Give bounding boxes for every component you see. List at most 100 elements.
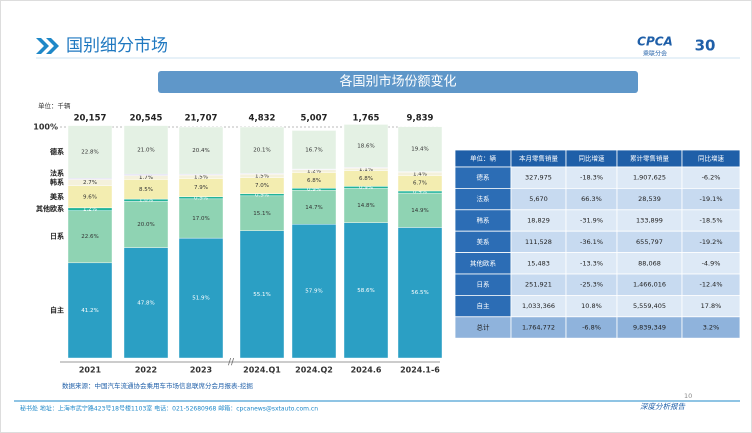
table-cell-text: 韩系: [477, 216, 491, 225]
table-cell-text: -31.9%: [580, 217, 603, 225]
table-cell-text: 总计: [477, 323, 491, 332]
table-cell-text: 1,466,016: [633, 281, 666, 289]
table-cell-text: -4.9%: [702, 259, 721, 267]
data-label: 1.7%: [139, 175, 153, 181]
bar-segment: [123, 247, 169, 359]
legend-label: 法系: [50, 169, 64, 178]
bar-segment: [123, 125, 169, 175]
chart-title-bar: [158, 71, 638, 93]
total-label: 4,832: [249, 114, 276, 124]
data-label: 9.6%: [83, 194, 97, 200]
logo-sub: 乘联分会: [643, 50, 667, 58]
table-cell-text: -12.4%: [700, 281, 723, 289]
data-label: 14.8%: [357, 203, 374, 209]
table-cell-text: 15,483: [527, 259, 550, 267]
data-label: 2.7%: [83, 180, 97, 186]
data-label: 1.0%: [139, 198, 153, 204]
data-label: 14.9%: [411, 208, 428, 214]
total-label: 21,707: [185, 114, 218, 124]
total-label: 20,157: [74, 114, 107, 124]
table-cell-text: -6.8%: [582, 324, 601, 332]
bar-segment: [178, 237, 224, 359]
data-label: 6.7%: [413, 181, 427, 187]
table-cell-text: 10.8%: [581, 302, 602, 310]
table-cell-text: -36.1%: [580, 238, 603, 246]
bar-segment: [397, 192, 443, 228]
table-cell-text: 3.2%: [703, 324, 720, 332]
total-label: 1,765: [353, 114, 380, 124]
bar-segment: [178, 126, 224, 175]
chart-title: 各国别市场份额变化: [339, 74, 456, 90]
bar-segment: [397, 227, 443, 359]
data-label: 20.1%: [253, 148, 270, 154]
table-cell-text: 自主: [477, 301, 491, 310]
data-label: 47.8%: [137, 300, 154, 306]
legend-label: 德系: [50, 147, 64, 156]
data-label: 55.1%: [253, 292, 270, 298]
table-cell-text: 美系: [477, 237, 491, 246]
x-tick-label: 2024.1-6: [400, 366, 440, 375]
table-cell-text: 88,068: [638, 259, 661, 267]
legend-label: 韩系: [50, 178, 64, 187]
data-label: 1.1%: [359, 167, 373, 173]
footer-address: 秘书处 地址：上海市武宁路423号18号楼1103室 电话：021-526809…: [20, 405, 318, 413]
bar-segment: [239, 126, 285, 174]
table-cell-text: 28,539: [638, 195, 661, 203]
source-note: 数据来源：中国汽车流通协会乘用车市场信息联席分会月报表-挖掘: [62, 381, 253, 390]
bar-segment: [291, 130, 337, 170]
legend-label: 日系: [50, 232, 64, 241]
bar-segment: [291, 224, 337, 359]
table-cell: [681, 316, 741, 339]
anniversary-badge: 30: [695, 37, 716, 55]
header-title: 国别细分市场: [66, 36, 168, 56]
bar-segment: [67, 125, 113, 179]
table-cell-text: 111,528: [525, 238, 552, 246]
table-cell-text: 9,839,349: [633, 324, 666, 332]
table-cell-text: 251,921: [525, 281, 552, 289]
data-label: 20.0%: [137, 222, 154, 228]
table-cell-text: -19.2%: [700, 238, 723, 246]
table-cell-text: -13.3%: [580, 259, 603, 267]
table-cell-text: -25.3%: [580, 281, 603, 289]
data-label: 51.9%: [192, 296, 209, 302]
data-label: 0.9%: [307, 187, 321, 193]
data-label: 1.2%: [307, 169, 321, 175]
table-cell-text: 5,559,405: [633, 302, 666, 310]
table-cell-text: 17.8%: [701, 302, 722, 310]
bar-segment: [343, 124, 389, 168]
table-header-text: 累计零售销量: [630, 154, 670, 163]
legend-label: 自主: [50, 305, 64, 314]
bar-segment: [343, 222, 389, 359]
table-cell-text: 德系: [477, 173, 491, 182]
bar-segment: [291, 190, 337, 225]
table-cell-text: 1,907,625: [633, 174, 666, 182]
table-cell-text: -18.5%: [700, 217, 723, 225]
data-label: 22.6%: [81, 234, 98, 240]
page-number: 10: [684, 392, 692, 400]
table-cell-text: -19.1%: [700, 195, 723, 203]
table-cell-text: 5,670: [529, 195, 548, 203]
total-label: 9,839: [407, 114, 434, 124]
data-label: 7.9%: [194, 185, 208, 191]
table-cell-text: 327,975: [525, 174, 552, 182]
table-cell-text: 1,033,366: [522, 302, 555, 310]
x-tick-label: 2021: [79, 366, 102, 375]
table-cell-text: -18.3%: [580, 174, 603, 182]
header-icon: [36, 38, 59, 54]
table-header-text: 同比增速: [579, 154, 606, 163]
x-tick-label: 2023: [190, 366, 212, 375]
data-label: 6.8%: [359, 176, 373, 182]
table-cell-text: 1,764,772: [522, 324, 555, 332]
x-tick-label: 2022: [135, 366, 157, 375]
data-label: 57.9%: [305, 289, 322, 295]
data-label: 14.7%: [305, 205, 322, 211]
bar-segment: [239, 195, 285, 231]
data-label: 0.9%: [194, 195, 208, 201]
data-label: 18.6%: [357, 143, 374, 149]
data-label: 20.4%: [192, 148, 209, 154]
footer-report: 深度分析报告: [640, 402, 685, 411]
table-header-text: 本月零售销量: [519, 154, 559, 163]
data-label: 15.1%: [253, 211, 270, 217]
logo: CPCA: [637, 35, 673, 49]
